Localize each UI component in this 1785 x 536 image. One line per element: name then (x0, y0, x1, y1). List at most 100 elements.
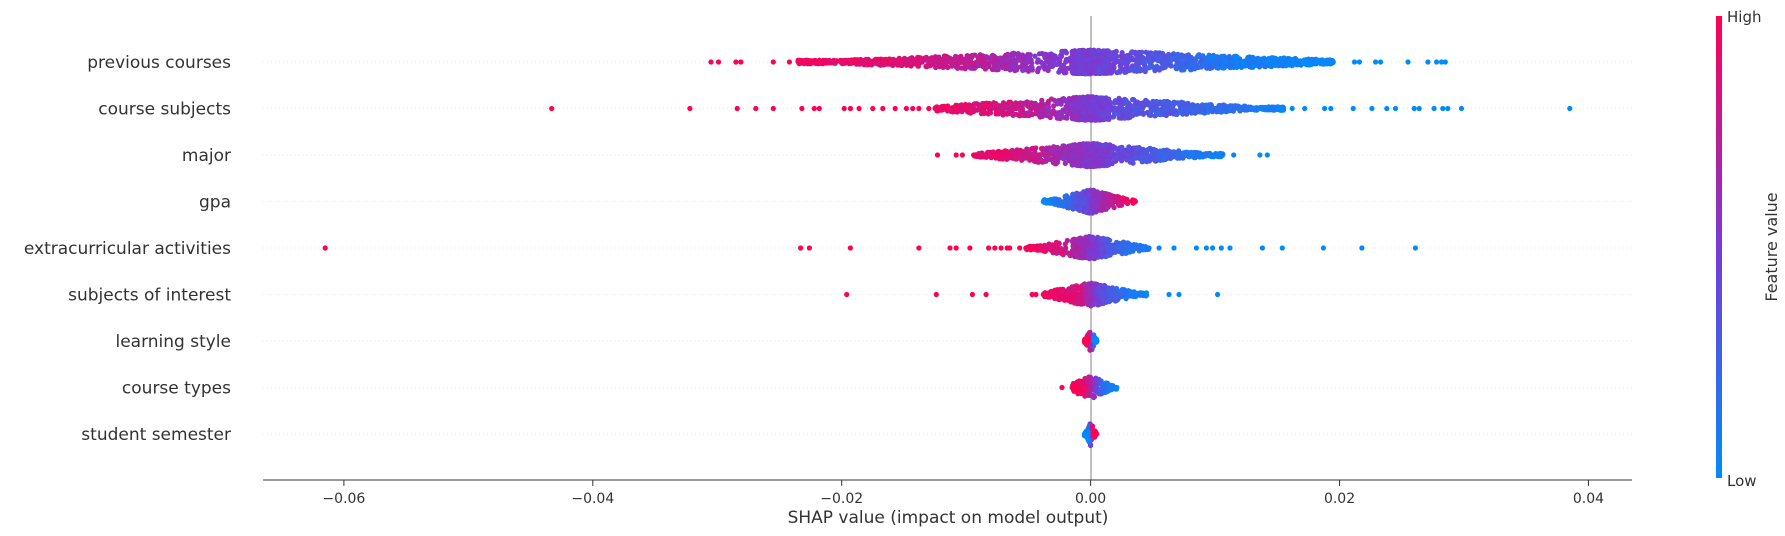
data-point (1051, 111, 1057, 117)
data-point (1174, 61, 1180, 67)
data-point (1173, 100, 1179, 106)
data-point (1090, 59, 1096, 65)
data-point (1063, 59, 1069, 65)
data-point (969, 104, 975, 110)
data-point (1130, 97, 1136, 103)
data-point (873, 56, 880, 62)
data-point (1148, 101, 1155, 108)
data-point (1115, 98, 1121, 104)
data-point (1319, 57, 1325, 63)
data-point (770, 105, 776, 112)
data-point (1112, 105, 1119, 112)
data-point (926, 105, 932, 112)
data-point (1111, 65, 1117, 71)
data-point (1351, 59, 1358, 65)
data-point (1262, 59, 1268, 65)
data-point (1249, 105, 1255, 112)
data-point (941, 106, 947, 112)
data-point (988, 105, 994, 112)
data-point (1056, 100, 1062, 106)
data-point (1440, 105, 1446, 112)
data-point (1153, 51, 1159, 57)
data-point (958, 59, 964, 65)
data-point (1070, 59, 1076, 65)
data-point (1567, 105, 1573, 112)
data-point (1230, 108, 1236, 114)
data-point (1094, 106, 1100, 112)
data-point (1057, 61, 1063, 67)
data-point (1134, 65, 1140, 71)
data-point (1130, 103, 1136, 110)
data-point (1217, 105, 1223, 111)
data-point (1153, 99, 1159, 105)
data-point (1095, 112, 1101, 118)
data-point (953, 55, 959, 61)
data-point (1170, 55, 1176, 62)
data-point (1234, 54, 1240, 60)
data-point (953, 102, 959, 108)
data-point (1080, 110, 1087, 116)
data-point (892, 105, 898, 112)
data-point (870, 105, 876, 112)
data-point (1199, 106, 1205, 112)
data-point (734, 105, 740, 112)
data-point (910, 105, 916, 112)
data-point (1007, 67, 1013, 73)
data-point (1212, 105, 1218, 112)
data-point (1081, 61, 1087, 67)
data-point (1178, 55, 1184, 61)
data-point (1077, 101, 1083, 107)
data-point (1112, 59, 1119, 65)
data-point (814, 59, 820, 65)
data-point (1161, 98, 1167, 105)
data-point (1350, 105, 1356, 112)
data-point (1143, 99, 1149, 105)
data-point (1136, 53, 1142, 60)
data-point (1159, 53, 1165, 59)
data-point (1117, 115, 1123, 121)
data-point (1071, 108, 1077, 114)
data-point (942, 54, 948, 60)
data-point (1434, 59, 1440, 65)
data-point (932, 105, 938, 112)
data-point (831, 57, 837, 63)
data-point (1037, 114, 1043, 120)
data-point (963, 105, 969, 112)
data-point (1020, 55, 1026, 61)
data-point (963, 59, 969, 65)
data-point (753, 105, 759, 112)
data-point (1132, 49, 1138, 55)
data-point (1369, 105, 1375, 112)
data-point (770, 59, 776, 65)
data-point (1058, 53, 1064, 60)
data-point (995, 63, 1001, 69)
data-point (950, 62, 956, 68)
data-point (1328, 105, 1334, 112)
data-point (1458, 105, 1465, 112)
data-point (1237, 105, 1243, 112)
data-point (1303, 57, 1309, 64)
data-point (1075, 112, 1081, 118)
data-point (1162, 105, 1168, 112)
data-point (1090, 111, 1096, 117)
data-point (1322, 105, 1328, 112)
data-point (1047, 57, 1053, 63)
data-point (1215, 65, 1221, 71)
data-point (1080, 116, 1086, 122)
data-point (1280, 105, 1287, 112)
data-point (1099, 59, 1105, 65)
data-point (876, 61, 882, 67)
data-point (1166, 52, 1172, 58)
data-point (1392, 105, 1399, 112)
data-point (926, 59, 932, 65)
data-point (1272, 62, 1278, 68)
data-point (1425, 59, 1431, 65)
data-point (1242, 107, 1248, 113)
data-point (1120, 108, 1126, 114)
data-point (1046, 105, 1052, 111)
data-point (816, 105, 822, 112)
data-point (841, 105, 847, 112)
data-point (1152, 107, 1158, 113)
data-point (1033, 102, 1039, 109)
data-point (1085, 53, 1091, 59)
